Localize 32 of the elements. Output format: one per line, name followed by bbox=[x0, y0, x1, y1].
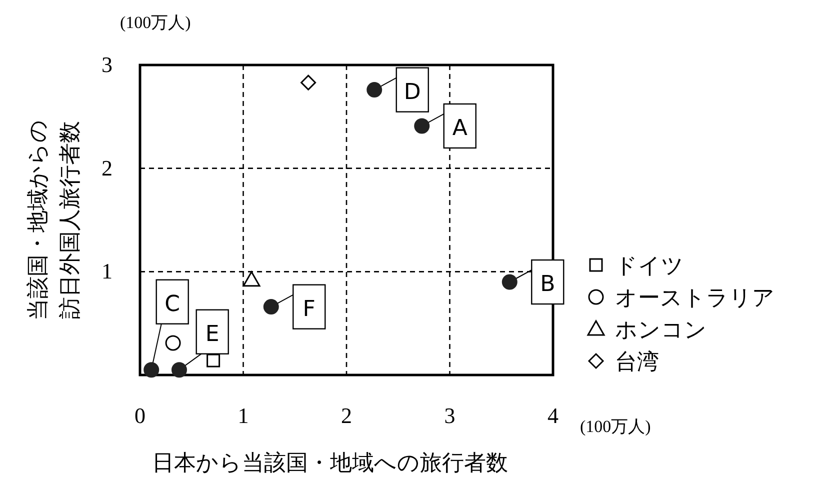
text: (100万人) bbox=[580, 417, 651, 436]
x-tick-label: 3 bbox=[444, 403, 456, 428]
x-axis-title: 日本から当該国・地域への旅行者数 bbox=[152, 451, 508, 476]
annotation: B bbox=[540, 272, 556, 297]
point bbox=[502, 274, 518, 290]
legend-label: ドイツ bbox=[615, 254, 684, 279]
y-axis-title: 当該国・地域からの訪日外国人旅行者数 bbox=[26, 120, 83, 320]
point bbox=[366, 82, 382, 98]
point bbox=[414, 118, 430, 134]
y-tick-label: 2 bbox=[102, 155, 112, 180]
legend-label: ホンコン bbox=[615, 318, 707, 343]
point bbox=[165, 335, 181, 351]
y-tick-label: 1 bbox=[102, 258, 112, 284]
y-tick-label: 3 bbox=[102, 52, 112, 77]
annotation: F bbox=[302, 296, 316, 322]
point bbox=[171, 362, 187, 378]
annotation: C bbox=[164, 292, 180, 317]
annotation: A bbox=[452, 116, 468, 141]
point bbox=[242, 271, 260, 287]
x-tick-label: 2 bbox=[341, 403, 352, 428]
point bbox=[206, 354, 220, 368]
point bbox=[263, 299, 279, 315]
x-tick-label: 4 bbox=[548, 403, 558, 428]
text: (100万人) bbox=[120, 13, 191, 32]
x-tick-label: 0 bbox=[134, 403, 146, 428]
legend-label: オーストラリア bbox=[615, 286, 775, 311]
point bbox=[300, 74, 316, 90]
legend-label: 台湾 bbox=[615, 350, 659, 375]
annotation: E bbox=[205, 322, 220, 347]
x-tick-label: 1 bbox=[238, 403, 249, 428]
annotation: D bbox=[404, 80, 421, 105]
point bbox=[144, 362, 160, 378]
